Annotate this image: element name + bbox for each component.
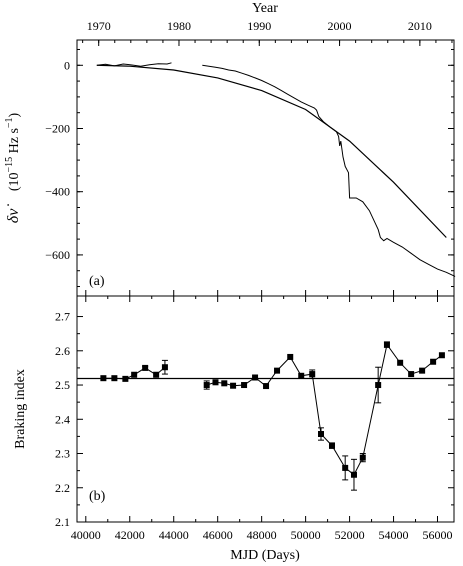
data-point: [298, 372, 305, 379]
data-point: [241, 382, 248, 389]
x-axis-title: MJD (Days): [230, 548, 300, 563]
data-point: [328, 442, 335, 449]
top-axis-tick-label: 2000: [328, 19, 352, 33]
panel-b-y-ticks: 2.1 2.2 2.3 2.4 2.5 2.6 2.7: [55, 310, 454, 529]
y-tick-label: 2.2: [55, 481, 70, 495]
data-point: [100, 375, 107, 382]
top-axis-tick-label: 2010: [408, 19, 432, 33]
data-point: [383, 341, 390, 348]
fit-curve: [96, 64, 447, 238]
data-point: [438, 352, 445, 359]
top-axis-tick-label: 1980: [167, 19, 191, 33]
data-point: [342, 464, 349, 471]
y-tick-label: 0: [64, 58, 70, 72]
top-axis-title: Year: [252, 1, 278, 16]
x-tick-label: 48000: [247, 528, 277, 542]
y-tick-label: 2.3: [55, 447, 70, 461]
data-point: [287, 353, 294, 360]
x-tick-label: 54000: [379, 528, 409, 542]
panel-a-series: [96, 62, 456, 277]
panel-b: 2.1 2.2 2.3 2.4 2.5 2.6 2.7 40000 42000 44000 460…: [13, 295, 455, 563]
residual-line: [202, 64, 456, 277]
y-tick-label: 2.7: [55, 310, 70, 324]
x-tick-label: 56000: [423, 528, 453, 542]
panel-a-label: (a): [89, 274, 105, 289]
data-point: [375, 382, 382, 389]
braking-index-line: [206, 343, 443, 476]
x-tick-label: 40000: [71, 528, 101, 542]
data-point: [252, 374, 259, 381]
panel-b-label: (b): [89, 489, 106, 504]
data-point: [359, 454, 366, 461]
data-point: [203, 382, 210, 389]
y-tick-label: 2.5: [55, 378, 70, 392]
y-tick-label: 2.6: [55, 344, 70, 358]
y-tick-label: −200: [45, 121, 70, 135]
panel-a-y-ticks: 0 −200 −400 −600: [45, 48, 454, 296]
panel-b-frame: [76, 295, 455, 523]
data-point: [318, 430, 325, 437]
y-tick-label: 2.1: [55, 515, 70, 529]
svg-text:δν̇ (10−15 Hz s−1): δν̇ (10−15 Hz s−1): [4, 112, 22, 223]
data-point: [397, 359, 404, 366]
data-point: [131, 371, 138, 378]
data-point: [309, 371, 316, 378]
panel-b-y-axis-title: Braking index: [13, 369, 28, 449]
x-tick-label: 50000: [291, 528, 321, 542]
data-point: [153, 371, 160, 378]
data-point: [212, 379, 219, 386]
data-point: [350, 471, 357, 478]
panel-a-frame: [76, 39, 455, 297]
top-axis-tick-label: 1990: [247, 19, 271, 33]
data-point: [230, 382, 237, 389]
x-tick-label: 42000: [115, 528, 145, 542]
data-point: [408, 371, 415, 378]
data-point: [161, 364, 168, 371]
y-tick-label: −600: [45, 248, 70, 262]
panel-b-x-ticks: 40000 42000 44000 46000 48000 50000 52000 54000…: [71, 296, 453, 542]
panel-b-series: [77, 341, 454, 491]
data-point: [122, 375, 129, 382]
panel-a: Year 1970 1980 1990 2000 2010 0−200−400−600 …: [4, 1, 456, 297]
data-point: [274, 367, 281, 374]
data-point: [263, 383, 270, 390]
x-tick-label: 52000: [335, 528, 365, 542]
x-tick-label: 44000: [159, 528, 189, 542]
data-point: [419, 367, 426, 374]
data-point: [142, 364, 149, 371]
y-axis-symbol: δν̇: [5, 204, 22, 224]
panel-a-y-axis-title: δν̇ (10−15 Hz s−1): [4, 112, 22, 223]
data-point: [430, 358, 437, 365]
x-tick-label: 46000: [203, 528, 233, 542]
data-point: [221, 380, 228, 387]
data-point: [111, 375, 118, 382]
top-axis-tick-label: 1970: [87, 19, 111, 33]
top-axis-ticks: 1970 1980 1990 2000 2010: [82, 19, 453, 46]
y-tick-label: −400: [45, 185, 70, 199]
y-tick-label: 2.4: [55, 412, 70, 426]
